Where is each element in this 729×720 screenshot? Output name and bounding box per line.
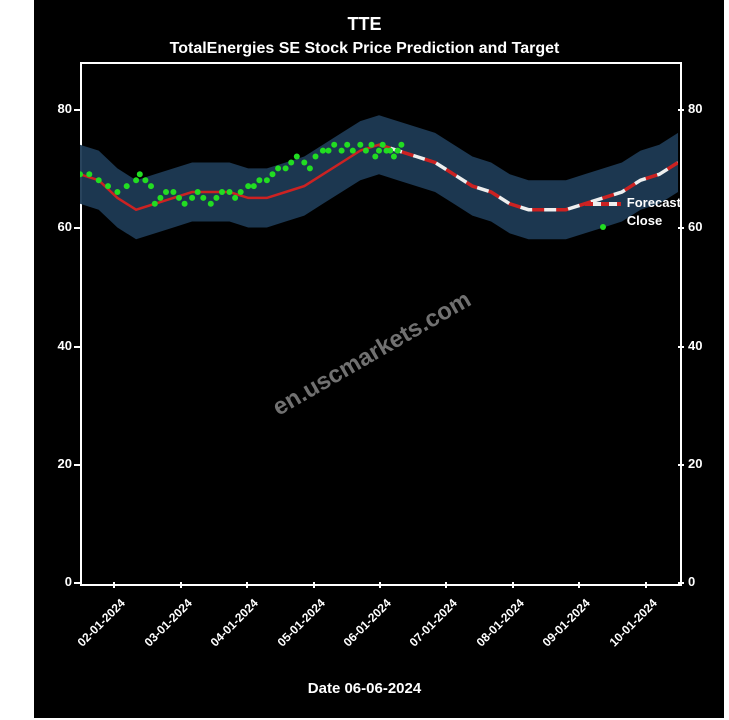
close-point	[283, 165, 289, 171]
y-tick-label-right: 20	[688, 456, 718, 471]
legend-label-forecast: Forecast	[627, 195, 681, 210]
close-point	[189, 195, 195, 201]
y-axis-label: Close Price	[18, 278, 35, 360]
chart-title-sub: TotalEnergies SE Stock Price Prediction …	[0, 40, 729, 58]
close-point	[142, 177, 148, 183]
legend: Forecast Close	[585, 192, 681, 231]
close-point	[182, 201, 188, 207]
close-point	[114, 189, 120, 195]
y-tick-label-right: 40	[688, 338, 718, 353]
close-point	[96, 177, 102, 183]
close-point	[176, 195, 182, 201]
close-point	[372, 154, 378, 160]
close-point	[376, 148, 382, 154]
y-tick-label: 60	[42, 219, 72, 234]
y-tick-label: 40	[42, 338, 72, 353]
legend-swatch-forecast	[585, 201, 621, 205]
y-tick-label: 80	[42, 101, 72, 116]
close-point	[86, 171, 92, 177]
y-tick-label: 0	[42, 574, 72, 589]
close-point	[270, 171, 276, 177]
close-point	[339, 148, 345, 154]
legend-item-forecast: Forecast	[585, 195, 681, 210]
close-point	[213, 195, 219, 201]
close-point	[105, 183, 111, 189]
close-point	[363, 148, 369, 154]
close-point	[307, 165, 313, 171]
close-point	[219, 189, 225, 195]
close-point	[195, 189, 201, 195]
close-point	[344, 142, 350, 148]
close-point	[227, 189, 233, 195]
close-point	[264, 177, 270, 183]
close-point	[380, 142, 386, 148]
legend-item-close: Close	[585, 213, 681, 228]
close-point	[398, 142, 404, 148]
close-point	[245, 183, 251, 189]
legend-label-close: Close	[627, 213, 662, 228]
close-point	[133, 177, 139, 183]
close-point	[294, 154, 300, 160]
y-tick-label-right: 60	[688, 219, 718, 234]
close-point	[387, 148, 393, 154]
y-tick-label-right: 80	[688, 101, 718, 116]
close-point	[369, 142, 375, 148]
close-point	[313, 154, 319, 160]
close-point	[170, 189, 176, 195]
close-point	[301, 160, 307, 166]
close-point	[320, 148, 326, 154]
chart-container: TTE TotalEnergies SE Stock Price Predict…	[0, 0, 729, 720]
close-point	[163, 189, 169, 195]
y-tick-label: 20	[42, 456, 72, 471]
close-point	[326, 148, 332, 154]
close-point	[200, 195, 206, 201]
x-axis-label: Date 06-06-2024	[0, 680, 729, 697]
close-point	[124, 183, 130, 189]
close-point	[251, 183, 257, 189]
close-point	[232, 195, 238, 201]
close-point	[350, 148, 356, 154]
plot-svg	[80, 62, 678, 582]
chart-title-main: TTE	[0, 14, 729, 35]
close-point	[208, 201, 214, 207]
close-point	[288, 160, 294, 166]
close-point	[275, 165, 281, 171]
y-tick-label-right: 0	[688, 574, 718, 589]
close-point	[238, 189, 244, 195]
close-point	[331, 142, 337, 148]
close-point	[256, 177, 262, 183]
close-point	[395, 148, 401, 154]
close-point	[357, 142, 363, 148]
close-point	[152, 201, 158, 207]
close-point	[148, 183, 154, 189]
close-point	[391, 154, 397, 160]
close-point	[157, 195, 163, 201]
close-point	[137, 171, 143, 177]
